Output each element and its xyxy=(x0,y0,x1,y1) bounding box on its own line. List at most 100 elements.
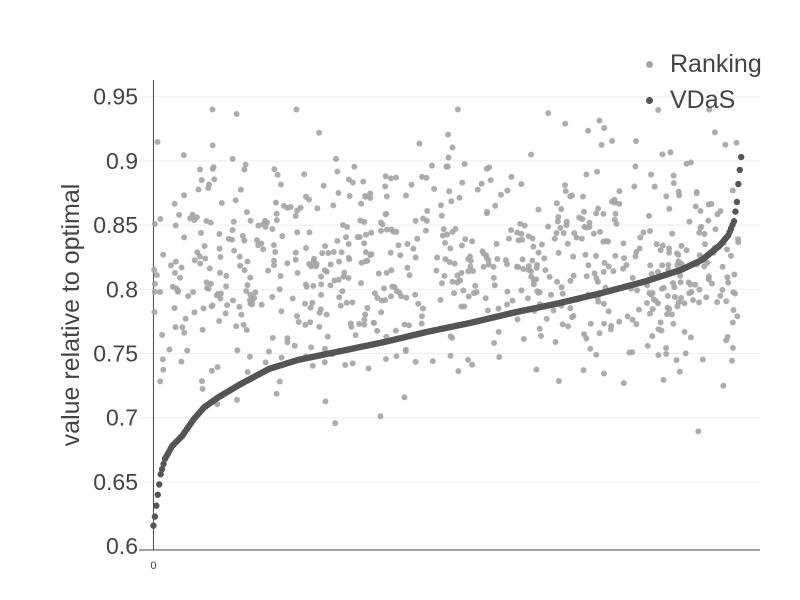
ranking-point xyxy=(591,270,598,277)
ranking-point xyxy=(371,290,378,297)
ranking-point xyxy=(278,308,285,315)
ranking-point xyxy=(349,299,356,306)
ranking-point xyxy=(446,259,453,266)
ranking-point xyxy=(206,181,213,188)
ranking-point xyxy=(719,286,726,293)
ranking-point xyxy=(316,323,323,330)
ranking-point xyxy=(185,293,192,300)
y-tick-label: 0.7 xyxy=(106,405,138,431)
ranking-point xyxy=(513,263,520,270)
ranking-point xyxy=(230,297,237,304)
ranking-point xyxy=(678,242,685,249)
ranking-point xyxy=(660,284,667,291)
ranking-point xyxy=(729,344,736,351)
x-ticks: 0 xyxy=(150,560,156,572)
ranking-point xyxy=(562,182,569,189)
ranking-point xyxy=(554,218,561,225)
ranking-point xyxy=(601,259,608,266)
ranking-point xyxy=(397,252,404,259)
ranking-point xyxy=(637,234,644,241)
ranking-point xyxy=(362,258,369,265)
ranking-point xyxy=(504,301,511,308)
ranking-point xyxy=(154,139,161,146)
ranking-point xyxy=(292,249,299,256)
ranking-point xyxy=(487,177,494,184)
ranking-point xyxy=(605,308,612,315)
ranking-point xyxy=(552,339,559,346)
ranking-point xyxy=(194,249,201,256)
ranking-point xyxy=(364,304,371,311)
ranking-point xyxy=(696,229,703,236)
ranking-point xyxy=(157,288,164,295)
ranking-point xyxy=(629,274,636,281)
ranking-point xyxy=(612,210,619,217)
ranking-point xyxy=(396,289,403,296)
ranking-point xyxy=(322,398,329,405)
ranking-point xyxy=(484,208,491,215)
y-tick-label: 0.75 xyxy=(93,341,138,367)
ranking-point xyxy=(586,219,593,226)
ranking-point xyxy=(157,378,164,385)
ranking-point xyxy=(346,192,353,199)
ranking-point xyxy=(352,332,359,339)
ranking-point xyxy=(202,255,209,262)
ranking-point xyxy=(461,160,468,167)
ranking-point xyxy=(370,319,377,326)
ranking-point xyxy=(276,286,283,293)
ranking-point xyxy=(321,345,328,352)
ranking-point xyxy=(433,267,440,274)
ranking-point xyxy=(673,357,680,364)
ranking-point xyxy=(490,274,497,281)
ranking-point xyxy=(176,211,183,218)
ranking-point xyxy=(303,244,310,251)
ranking-point xyxy=(543,315,550,322)
ranking-point xyxy=(593,210,600,217)
vdas-point xyxy=(160,460,167,468)
ranking-point xyxy=(492,202,499,209)
ranking-point xyxy=(269,226,276,233)
ranking-point xyxy=(655,326,662,333)
ranking-point xyxy=(655,106,662,113)
ranking-point xyxy=(230,218,237,225)
ranking-point xyxy=(640,229,647,236)
ranking-point xyxy=(333,155,340,162)
ranking-point xyxy=(610,268,617,275)
ranking-point xyxy=(533,276,540,283)
ranking-point xyxy=(729,319,736,326)
ranking-point xyxy=(252,289,259,296)
ranking-point xyxy=(241,166,248,173)
ranking-point xyxy=(292,256,299,263)
ranking-point xyxy=(367,190,374,197)
ranking-point xyxy=(600,300,607,307)
vdas-point xyxy=(151,513,159,520)
ranking-point xyxy=(277,181,284,188)
ranking-point xyxy=(484,307,491,314)
ranking-point xyxy=(243,327,250,334)
ranking-point xyxy=(316,309,323,316)
ranking-point xyxy=(587,345,594,352)
ranking-point xyxy=(462,236,469,243)
ranking-point xyxy=(674,262,681,269)
ranking-point xyxy=(382,297,389,304)
ranking-point xyxy=(428,162,435,169)
ranking-point xyxy=(330,202,337,209)
ranking-point xyxy=(331,277,338,284)
vdas-point xyxy=(158,465,166,473)
ranking-point xyxy=(349,360,356,367)
ranking-point xyxy=(676,368,683,375)
ranking-point xyxy=(199,326,206,333)
ranking-point xyxy=(711,129,718,136)
ranking-point xyxy=(553,229,560,236)
ranking-point xyxy=(621,255,628,262)
ranking-point xyxy=(357,217,364,224)
ranking-point xyxy=(664,304,671,311)
ranking-point xyxy=(292,213,299,220)
ranking-point xyxy=(582,251,589,258)
ranking-point xyxy=(419,305,426,312)
ranking-point xyxy=(465,293,472,300)
ranking-point xyxy=(565,323,572,330)
ranking-point xyxy=(699,356,706,363)
legend-dot-icon xyxy=(646,96,653,104)
ranking-point xyxy=(695,428,702,435)
